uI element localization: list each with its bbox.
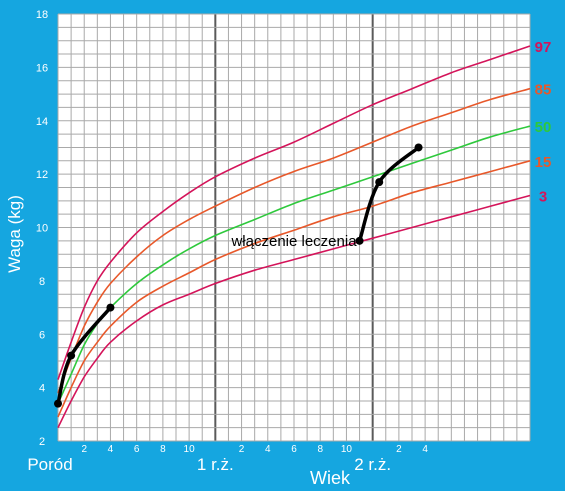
- patient-point: [355, 236, 364, 245]
- x-tick-label: 2 r.ż.: [354, 455, 391, 474]
- y-tick-label: 4: [39, 383, 45, 395]
- y-tick-label: 6: [39, 329, 45, 341]
- origin-label: Poród: [27, 455, 72, 474]
- annotation-label: włączenie leczenia: [230, 233, 357, 250]
- percentile-line-50: [57, 125, 531, 404]
- y-tick-label: 8: [39, 276, 45, 288]
- percentile-label-15: 15: [535, 154, 552, 171]
- x-axis-label: Wiek: [310, 468, 351, 488]
- patient-point: [67, 351, 76, 360]
- x-tick-label: 6: [291, 444, 297, 455]
- x-tick-label: 10: [341, 444, 353, 455]
- percentile-line-85: [57, 87, 531, 394]
- y-tick-label: 2: [39, 436, 45, 448]
- patient-point: [414, 143, 423, 152]
- y-tick-label: 14: [36, 116, 48, 128]
- y-tick-label: 16: [36, 62, 48, 74]
- percentile-label-3: 3: [539, 188, 547, 205]
- patient-point: [106, 303, 115, 312]
- percentile-label-50: 50: [535, 119, 552, 136]
- y-axis-label: Waga (kg): [5, 195, 24, 273]
- percentile-line-97: [57, 45, 531, 380]
- x-tick-label: 1 r.ż.: [197, 455, 234, 474]
- x-tick-label: 10: [184, 444, 196, 455]
- y-tick-label: 10: [36, 223, 48, 235]
- patient-curve: [54, 143, 423, 408]
- x-tick-label: 8: [317, 444, 323, 455]
- x-tick-label: 8: [160, 444, 166, 455]
- y-tick-label: 12: [36, 169, 48, 181]
- patient-point: [375, 178, 384, 187]
- x-tick-label: 4: [422, 444, 428, 455]
- x-tick-label: 2: [81, 444, 87, 455]
- x-tick-label: 2: [396, 444, 402, 455]
- percentile-line-15: [57, 160, 531, 418]
- percentile-label-97: 97: [535, 39, 552, 56]
- x-tick-label: 6: [134, 444, 140, 455]
- percentile-label-85: 85: [535, 82, 552, 99]
- x-tick-label: 4: [108, 444, 114, 455]
- patient-point: [54, 399, 62, 408]
- x-tick-label: 4: [265, 444, 271, 455]
- x-tick-label: 2: [239, 444, 245, 455]
- percentile-line-3: [57, 194, 531, 429]
- percentile-curves: [57, 45, 531, 429]
- y-tick-label: 18: [36, 9, 48, 21]
